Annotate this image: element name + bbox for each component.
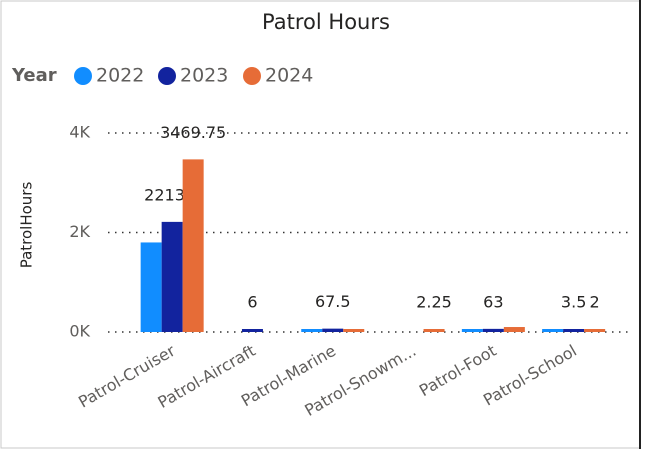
bar	[241, 329, 263, 332]
legend-swatch	[158, 67, 176, 85]
legend-swatch	[243, 67, 261, 85]
legend-title: Year	[11, 65, 57, 86]
y-tick-label: 2K	[69, 222, 90, 241]
bar	[542, 329, 564, 332]
data-label: 3469.75	[160, 123, 226, 142]
bar	[482, 328, 504, 332]
y-tick-label: 0K	[69, 322, 90, 341]
y-axis-title: PatrolHours	[18, 182, 36, 269]
bar	[563, 329, 585, 332]
data-label: 2	[590, 293, 600, 312]
bar	[322, 328, 344, 332]
chart-title: Patrol Hours	[262, 10, 390, 34]
bar	[503, 327, 525, 332]
legend-swatch	[74, 67, 92, 85]
bar	[301, 329, 323, 332]
legend-label: 2024	[265, 65, 313, 87]
bar	[140, 242, 162, 332]
bar	[161, 221, 183, 332]
bar	[182, 159, 204, 332]
legend-label: 2023	[180, 65, 228, 87]
data-label: 3.5	[561, 293, 586, 312]
bar	[461, 329, 483, 332]
data-label: 6	[247, 293, 257, 312]
y-tick-label: 4K	[69, 123, 90, 142]
bar	[584, 329, 606, 332]
bar	[343, 329, 365, 332]
data-label: 67.5	[315, 292, 351, 311]
data-label: 63	[483, 292, 503, 311]
bar	[423, 329, 445, 332]
data-label: 2.25	[416, 293, 452, 312]
legend-label: 2022	[96, 65, 144, 87]
